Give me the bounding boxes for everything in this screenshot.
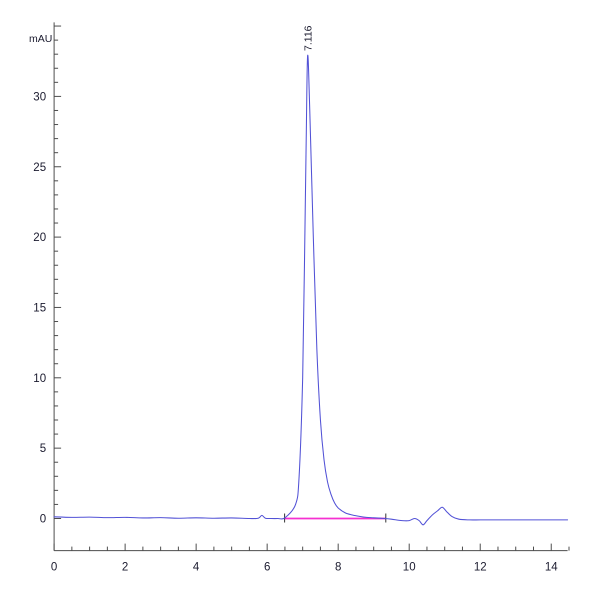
svg-text:20: 20: [33, 232, 46, 244]
svg-text:7.116: 7.116: [303, 25, 315, 51]
svg-text:10: 10: [33, 373, 46, 385]
svg-text:6: 6: [264, 562, 270, 574]
svg-text:10: 10: [403, 562, 416, 574]
svg-text:25: 25: [33, 162, 46, 174]
svg-text:5: 5: [40, 443, 46, 455]
svg-text:mAU: mAU: [29, 33, 52, 45]
svg-text:8: 8: [335, 562, 341, 574]
svg-text:0: 0: [40, 514, 46, 526]
svg-text:2: 2: [122, 562, 128, 574]
svg-text:4: 4: [193, 562, 200, 574]
svg-text:0: 0: [51, 562, 57, 574]
svg-text:30: 30: [33, 91, 46, 103]
svg-text:14: 14: [545, 562, 558, 574]
svg-text:12: 12: [474, 562, 487, 574]
svg-text:15: 15: [33, 302, 46, 314]
